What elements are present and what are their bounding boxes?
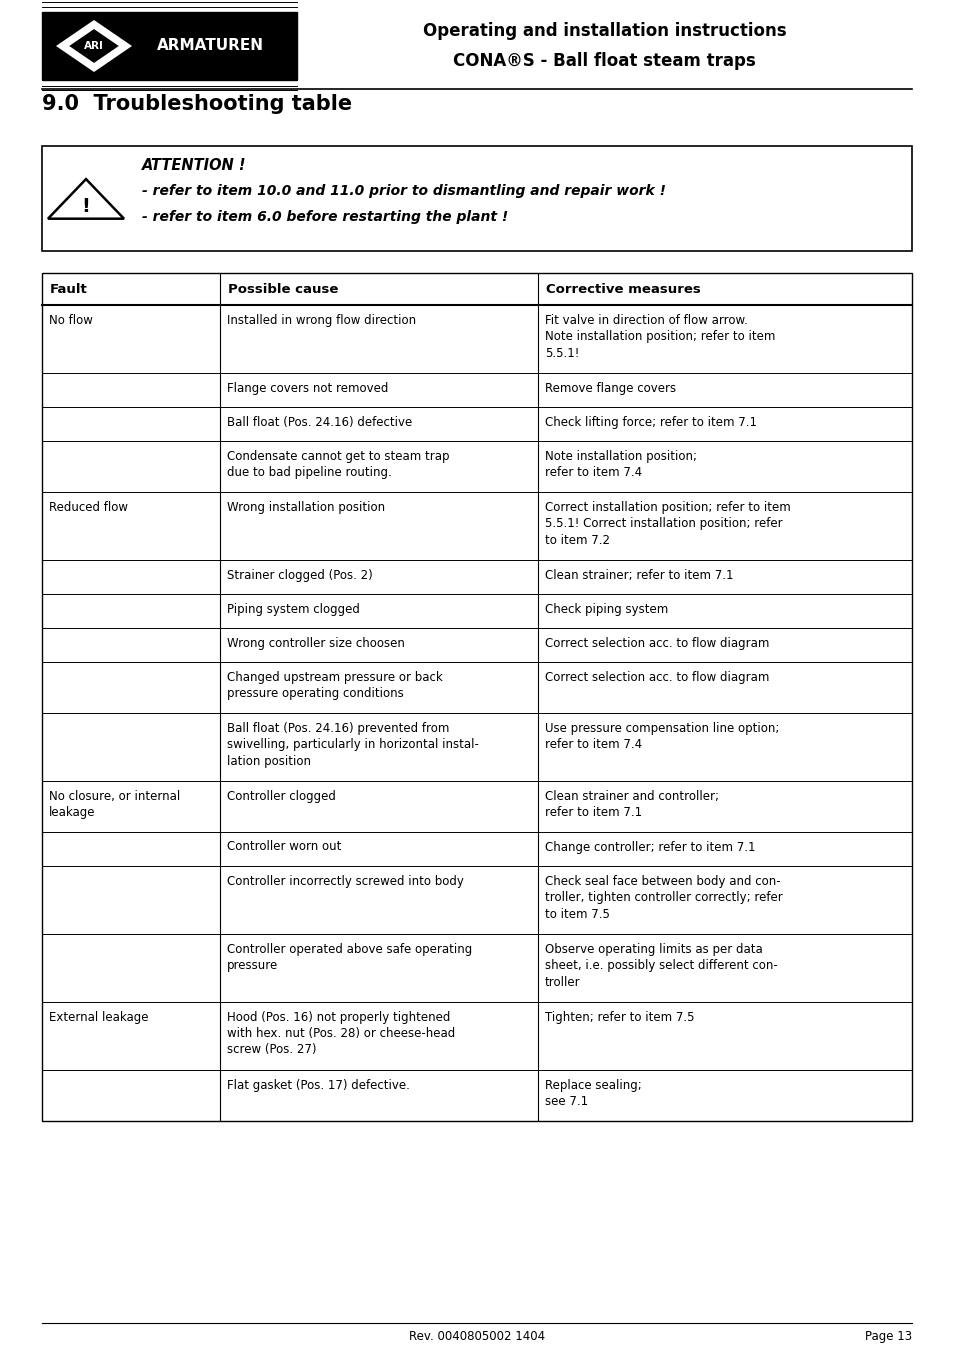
Polygon shape (68, 28, 120, 65)
Text: Fault: Fault (50, 282, 88, 296)
Text: Correct selection acc. to flow diagram: Correct selection acc. to flow diagram (544, 670, 768, 684)
Text: Remove flange covers: Remove flange covers (544, 381, 676, 394)
Text: Installed in wrong flow direction: Installed in wrong flow direction (227, 313, 416, 327)
Polygon shape (56, 20, 132, 72)
Text: Tighten; refer to item 7.5: Tighten; refer to item 7.5 (544, 1011, 694, 1024)
Text: - refer to item 10.0 and 11.0 prior to dismantling and repair work !: - refer to item 10.0 and 11.0 prior to d… (142, 184, 665, 199)
Text: Controller clogged: Controller clogged (227, 789, 335, 802)
Text: Use pressure compensation line option;
refer to item 7.4: Use pressure compensation line option; r… (544, 721, 779, 751)
Bar (42, 12, 296, 80)
Text: Piping system clogged: Piping system clogged (227, 603, 360, 616)
Text: Replace sealing;
see 7.1: Replace sealing; see 7.1 (544, 1078, 641, 1108)
Text: CONA®S - Ball float steam traps: CONA®S - Ball float steam traps (453, 51, 755, 70)
Text: Condensate cannot get to steam trap
due to bad pipeline routing.: Condensate cannot get to steam trap due … (227, 450, 450, 480)
Text: Correct installation position; refer to item
5.5.1! Correct installation positio: Correct installation position; refer to … (544, 500, 790, 547)
Text: Wrong controller size choosen: Wrong controller size choosen (227, 636, 405, 650)
Text: No flow: No flow (49, 313, 92, 327)
Text: !: ! (81, 197, 91, 216)
Text: Fit valve in direction of flow arrow.
Note installation position; refer to item
: Fit valve in direction of flow arrow. No… (544, 313, 775, 359)
Text: No closure, or internal
leakage: No closure, or internal leakage (49, 789, 180, 819)
Text: Ball float (Pos. 24.16) defective: Ball float (Pos. 24.16) defective (227, 416, 412, 428)
Text: ARI: ARI (84, 41, 104, 51)
Text: Note installation position;
refer to item 7.4: Note installation position; refer to ite… (544, 450, 697, 480)
Text: Page 13: Page 13 (864, 1329, 911, 1343)
Text: Observe operating limits as per data
sheet, i.e. possibly select different con-
: Observe operating limits as per data she… (544, 943, 777, 989)
Text: External leakage: External leakage (49, 1011, 149, 1024)
Text: Clean strainer and controller;
refer to item 7.1: Clean strainer and controller; refer to … (544, 789, 719, 819)
Text: Check lifting force; refer to item 7.1: Check lifting force; refer to item 7.1 (544, 416, 756, 428)
Text: Reduced flow: Reduced flow (49, 500, 128, 513)
Text: - refer to item 6.0 before restarting the plant !: - refer to item 6.0 before restarting th… (142, 209, 508, 224)
Text: 9.0  Troubleshooting table: 9.0 Troubleshooting table (42, 95, 352, 113)
Text: Correct selection acc. to flow diagram: Correct selection acc. to flow diagram (544, 636, 768, 650)
Text: Strainer clogged (Pos. 2): Strainer clogged (Pos. 2) (227, 569, 373, 581)
Text: Controller operated above safe operating
pressure: Controller operated above safe operating… (227, 943, 472, 971)
Polygon shape (48, 180, 124, 219)
Text: Operating and installation instructions: Operating and installation instructions (422, 22, 785, 41)
Text: Check piping system: Check piping system (544, 603, 667, 616)
Text: Change controller; refer to item 7.1: Change controller; refer to item 7.1 (544, 840, 755, 854)
Text: Controller worn out: Controller worn out (227, 840, 341, 854)
Text: Possible cause: Possible cause (228, 282, 338, 296)
Text: Rev. 0040805002 1404: Rev. 0040805002 1404 (409, 1329, 544, 1343)
Text: Hood (Pos. 16) not properly tightened
with hex. nut (Pos. 28) or cheese-head
scr: Hood (Pos. 16) not properly tightened wi… (227, 1011, 456, 1056)
Bar (42, 273, 911, 1121)
Text: ARMATUREN: ARMATUREN (156, 38, 263, 54)
Text: Clean strainer; refer to item 7.1: Clean strainer; refer to item 7.1 (544, 569, 733, 581)
Text: Corrective measures: Corrective measures (545, 282, 700, 296)
Text: Check seal face between body and con-
troller, tighten controller correctly; ref: Check seal face between body and con- tr… (544, 874, 781, 920)
Text: ATTENTION !: ATTENTION ! (142, 158, 246, 173)
Text: Changed upstream pressure or back
pressure operating conditions: Changed upstream pressure or back pressu… (227, 670, 442, 700)
Text: Ball float (Pos. 24.16) prevented from
swivelling, particularly in horizontal in: Ball float (Pos. 24.16) prevented from s… (227, 721, 478, 767)
Bar (42, 146, 911, 251)
Text: Controller incorrectly screwed into body: Controller incorrectly screwed into body (227, 874, 464, 888)
Text: Flange covers not removed: Flange covers not removed (227, 381, 388, 394)
Text: Flat gasket (Pos. 17) defective.: Flat gasket (Pos. 17) defective. (227, 1078, 410, 1092)
Text: Wrong installation position: Wrong installation position (227, 500, 385, 513)
